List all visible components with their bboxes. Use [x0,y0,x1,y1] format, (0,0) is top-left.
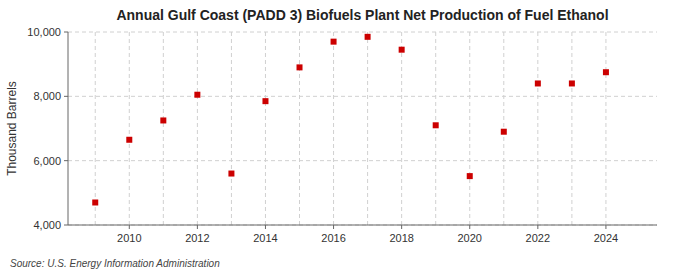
grid [68,32,657,225]
point [603,69,609,75]
x-tick [265,225,266,229]
x-tick-label: 2018 [389,232,413,244]
point [331,39,337,45]
x-tick [605,225,606,229]
grid-line-x [537,32,538,225]
point [501,129,507,135]
y-tick [64,225,68,226]
y-tick-label: 10,000 [27,26,61,38]
grid-line-y [68,225,657,226]
y-axis-line [68,32,69,225]
x-tick [401,225,402,229]
y-axis-label: Thousand Barrels [5,81,19,176]
point [126,137,132,143]
x-tick [197,225,198,229]
point [194,92,200,98]
point [262,98,268,104]
y-tick [64,32,68,33]
x-tick-label: 2022 [526,232,550,244]
grid-line-x [163,32,164,225]
grid-line-y [68,160,657,161]
grid-line-x [435,32,436,225]
x-tick [537,225,538,229]
y-tick-label: 6,000 [33,155,61,167]
y-tick [64,96,68,97]
grid-line-x [469,32,470,225]
point [535,80,541,86]
title: Annual Gulf Coast (PADD 3) Biofuels Plan… [116,7,608,23]
chart: Annual Gulf Coast (PADD 3) Biofuels Plan… [0,0,675,275]
x-tick [129,225,130,229]
y-tick [64,160,68,161]
grid-line-x [333,32,334,225]
grid-line-x [503,32,504,225]
point [92,199,98,205]
y-tick-label: 4,000 [33,219,61,231]
axes: 4,000 6,000 8,000 10,000 2010 2012 2014 2016 201… [27,26,657,244]
grid-line-x [197,32,198,225]
grid-line-x [299,32,300,225]
grid-line-x [401,32,402,225]
point [569,80,575,86]
x-tick-label: 2012 [185,232,209,244]
point [399,47,405,53]
grid-line-x [571,32,572,225]
x-axis-line [68,225,657,226]
points [92,34,609,206]
x-tick-label: 2010 [117,232,141,244]
point [160,117,166,123]
source: Source: U.S. Energy Information Administ… [10,258,220,269]
grid-line-y [68,32,657,33]
point [228,171,234,177]
grid-line-x [129,32,130,225]
grid-line-x [605,32,606,225]
x-tick [333,225,334,229]
grid-line-y [68,96,657,97]
y-tick-label: 8,000 [33,90,61,102]
grid-line-x [265,32,266,225]
point [467,173,473,179]
point [297,64,303,70]
x-tick-label: 2024 [594,232,618,244]
point [365,34,371,40]
point [433,122,439,128]
x-tick [469,225,470,229]
grid-line-x [95,32,96,225]
x-tick-label: 2020 [458,232,482,244]
grid-line-x [231,32,232,225]
x-tick-label: 2016 [321,232,345,244]
grid-line-x [367,32,368,225]
x-tick-label: 2014 [253,232,277,244]
